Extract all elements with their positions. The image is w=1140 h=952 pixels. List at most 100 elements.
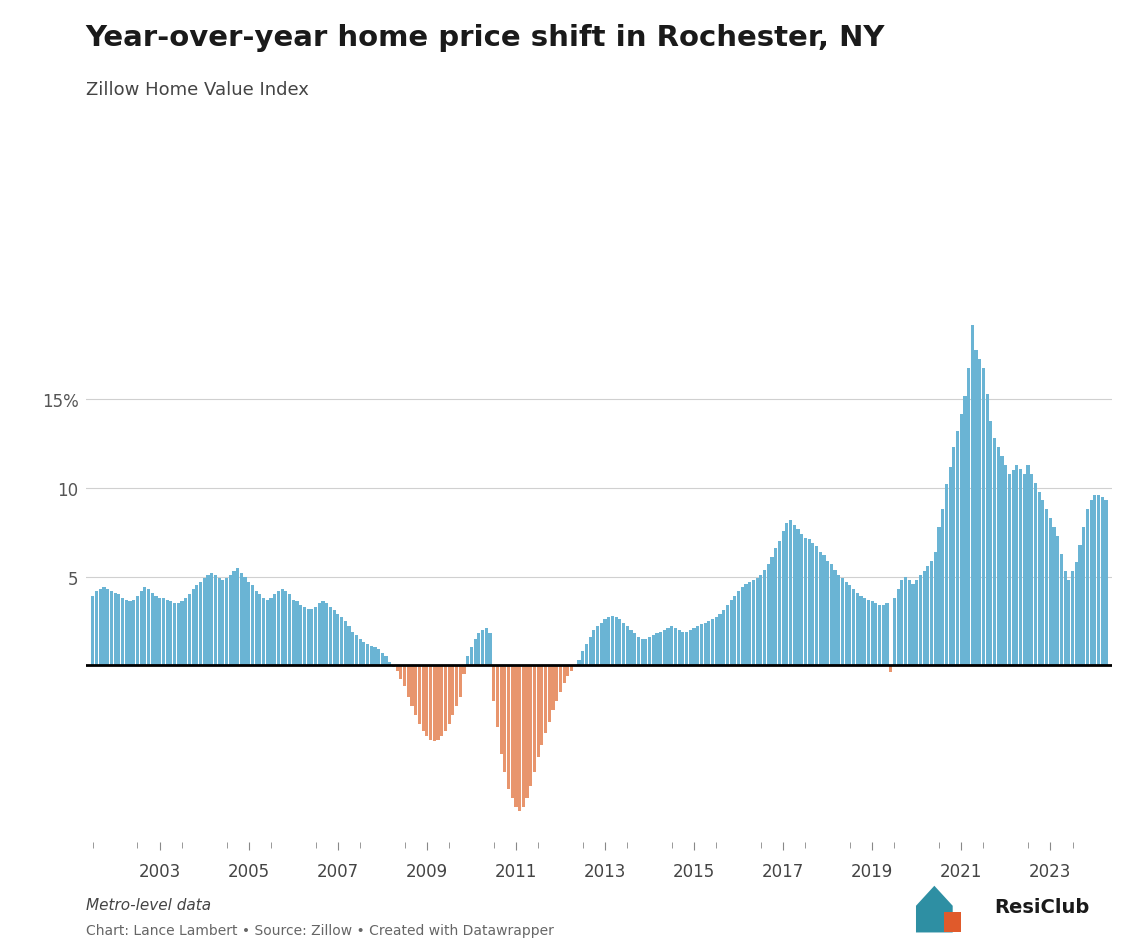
Bar	[722, 610, 725, 665]
Bar	[99, 589, 101, 665]
Bar	[1085, 509, 1089, 665]
Bar	[310, 609, 314, 665]
Bar	[173, 604, 177, 665]
Bar	[815, 546, 819, 665]
Bar	[1056, 536, 1059, 665]
Bar	[833, 570, 837, 665]
Bar	[117, 595, 121, 665]
Bar	[139, 591, 142, 665]
Bar	[777, 542, 781, 665]
Bar	[377, 649, 381, 665]
Bar	[325, 604, 328, 665]
Bar	[896, 589, 899, 665]
Bar	[637, 637, 640, 665]
Bar	[771, 558, 774, 665]
Bar	[830, 565, 833, 665]
Bar	[993, 439, 996, 665]
Bar	[1070, 572, 1074, 665]
Bar	[567, 665, 570, 676]
Bar	[355, 635, 358, 665]
Bar	[200, 583, 202, 665]
Bar	[274, 595, 276, 665]
Bar	[154, 597, 157, 665]
Bar	[109, 591, 113, 665]
Bar	[1034, 484, 1037, 665]
Bar	[807, 540, 811, 665]
Bar	[975, 350, 978, 665]
Bar	[188, 595, 192, 665]
Bar	[537, 665, 539, 758]
Bar	[266, 600, 269, 665]
Bar	[990, 421, 993, 665]
Bar	[711, 620, 714, 665]
Bar	[956, 432, 959, 665]
Bar	[1041, 501, 1044, 665]
Bar	[819, 552, 822, 665]
Bar	[440, 665, 443, 736]
Bar	[848, 585, 852, 665]
Bar	[863, 598, 866, 665]
Bar	[392, 665, 396, 667]
Bar	[726, 605, 728, 665]
Bar	[978, 359, 982, 665]
Bar	[919, 575, 922, 665]
Bar	[381, 653, 384, 665]
Bar	[782, 531, 784, 665]
Bar	[343, 622, 347, 665]
Bar	[1090, 501, 1092, 665]
Bar	[1045, 509, 1048, 665]
Bar	[915, 581, 918, 665]
Bar	[600, 623, 603, 665]
Bar	[689, 630, 692, 665]
Bar	[158, 598, 161, 665]
Bar	[544, 665, 547, 733]
Bar	[503, 665, 506, 772]
Bar	[522, 665, 524, 807]
Bar	[396, 665, 399, 671]
Bar	[229, 575, 231, 665]
Bar	[492, 665, 495, 701]
Bar	[336, 614, 340, 665]
Bar	[463, 665, 465, 674]
Bar	[547, 665, 551, 723]
Text: Year-over-year home price shift in Rochester, NY: Year-over-year home price shift in Roche…	[86, 24, 885, 51]
Bar	[177, 604, 180, 665]
Bar	[414, 665, 417, 715]
Bar	[511, 665, 514, 799]
Bar	[121, 598, 124, 665]
Bar	[129, 602, 131, 665]
Bar	[618, 620, 621, 665]
Bar	[425, 665, 429, 736]
Bar	[837, 575, 840, 665]
Bar	[937, 527, 940, 665]
Bar	[1037, 492, 1041, 665]
Bar	[812, 544, 814, 665]
Bar	[752, 581, 755, 665]
Bar	[1023, 474, 1026, 665]
Bar	[363, 643, 366, 665]
Bar	[147, 589, 150, 665]
Bar	[996, 447, 1000, 665]
Bar	[321, 602, 325, 665]
Bar	[499, 665, 503, 754]
Bar	[95, 591, 98, 665]
Bar	[292, 600, 295, 665]
Bar	[384, 657, 388, 665]
Bar	[1078, 545, 1082, 665]
Bar	[904, 577, 907, 665]
Bar	[514, 665, 518, 807]
Bar	[366, 645, 369, 665]
Bar	[144, 587, 146, 665]
Bar	[942, 509, 944, 665]
Bar	[225, 579, 228, 665]
Bar	[185, 598, 187, 665]
Bar	[659, 632, 662, 665]
Bar	[1011, 471, 1015, 665]
Bar	[822, 556, 825, 665]
Bar	[756, 579, 759, 665]
Bar	[585, 645, 588, 665]
Text: Metro-level data: Metro-level data	[86, 897, 211, 912]
Bar	[162, 598, 165, 665]
Bar	[715, 618, 718, 665]
Bar	[889, 665, 893, 673]
